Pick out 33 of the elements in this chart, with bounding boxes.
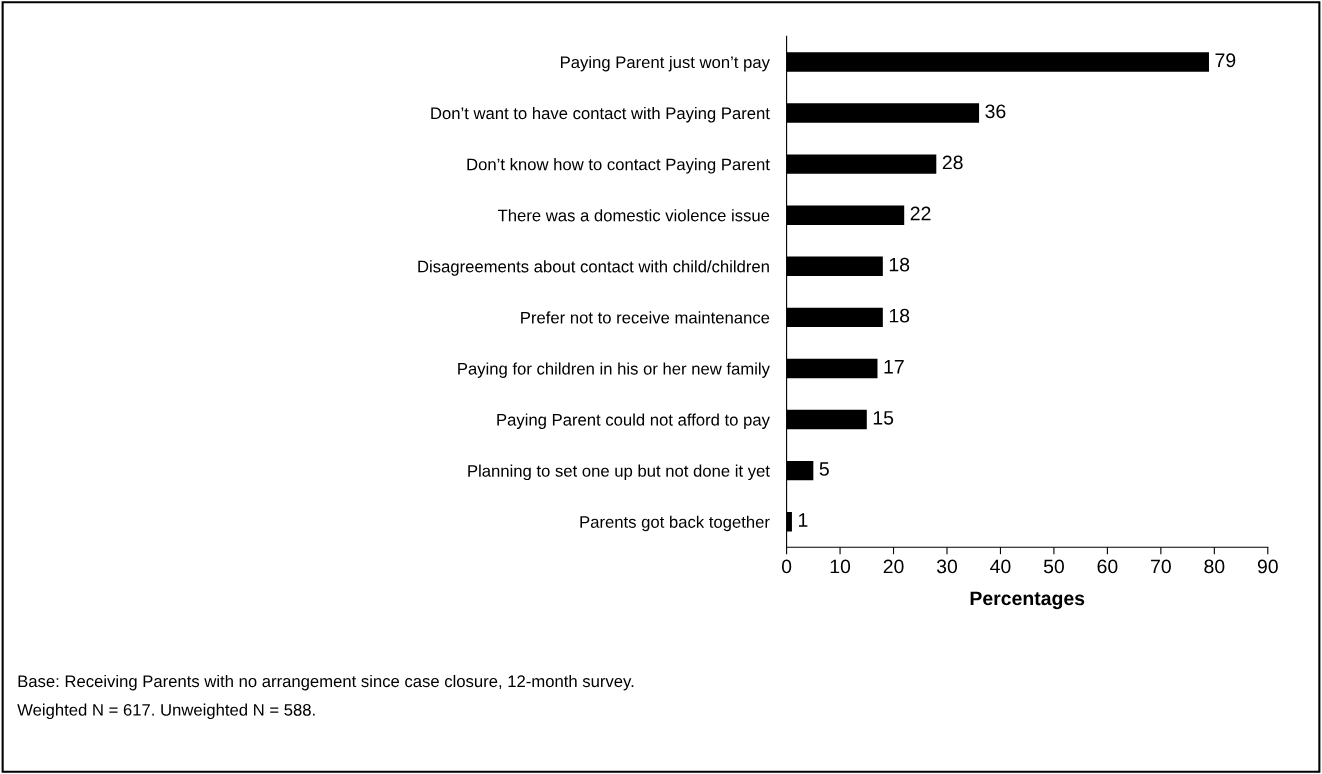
y-tick-label: Paying for children in his or her new family bbox=[458, 362, 770, 378]
y-tick-label: Don’t want to have contact with Paying Parent bbox=[431, 106, 770, 123]
x-tick-label: 90 bbox=[1257, 559, 1278, 574]
data-label: 28 bbox=[942, 155, 963, 170]
y-tick-label: Paying Parent could not afford to pay bbox=[497, 413, 770, 430]
data-label: 36 bbox=[985, 104, 1006, 119]
x-axis-title: Percentages bbox=[970, 591, 1085, 610]
y-tick-label: Don’t know how to contact Paying Parent bbox=[467, 158, 770, 174]
data-label: 79 bbox=[1215, 53, 1236, 68]
data-label: 18 bbox=[889, 257, 910, 272]
y-tick-label: Prefer not to receive maintenance bbox=[521, 311, 770, 324]
data-label: 17 bbox=[884, 360, 904, 374]
x-tick-label: 60 bbox=[1097, 559, 1118, 574]
x-tick-label: 0 bbox=[781, 559, 792, 574]
x-tick-label: 80 bbox=[1204, 559, 1225, 574]
y-tick-label: Paying Parent just won’t pay bbox=[561, 55, 770, 72]
x-tick-label: 30 bbox=[936, 559, 958, 574]
text: Base: Receiving Parents with no arrangement since case closure, 12-month survey. bbox=[18, 674, 634, 691]
x-tick-label: 50 bbox=[1043, 559, 1064, 574]
x-tick-label: 10 bbox=[830, 559, 851, 574]
text: Weighted N = 617. Unweighted N = 588. bbox=[17, 703, 315, 720]
y-tick-label: There was a domestic violence issue bbox=[497, 209, 770, 222]
data-label: 22 bbox=[910, 206, 931, 221]
x-tick-label: 70 bbox=[1151, 559, 1171, 574]
data-label: 15 bbox=[873, 411, 894, 425]
data-label: 1 bbox=[798, 513, 808, 527]
x-tick-label: 40 bbox=[990, 559, 1011, 574]
y-tick-label: Parents got back together bbox=[580, 515, 770, 532]
y-tick-label: Planning to set one up but not done it yet bbox=[468, 464, 770, 481]
data-label: 18 bbox=[889, 308, 910, 323]
y-tick-label: Disagreements about contact with child/children bbox=[418, 260, 769, 276]
x-tick-label: 20 bbox=[883, 559, 904, 574]
data-label: 5 bbox=[819, 462, 829, 476]
